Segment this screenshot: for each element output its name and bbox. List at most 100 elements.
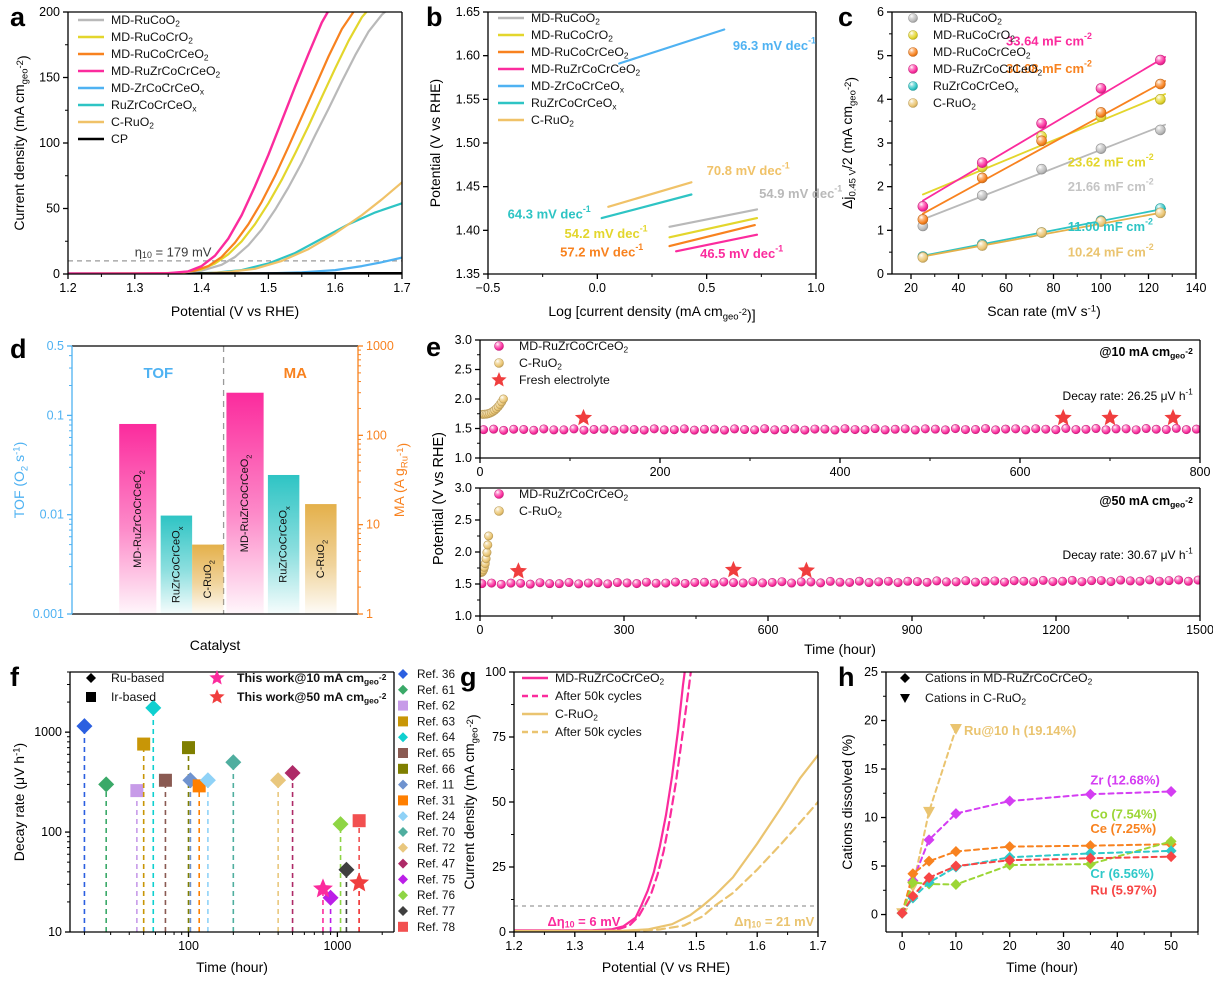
svg-text:400: 400 xyxy=(830,465,851,479)
chart-c-cdl: 20 40 60 80 100 120 140 Scan rate (mV s-1) 0 1 2 3 4… xyxy=(839,5,1206,319)
svg-text:Decay rate: 30.67 μV h-1: Decay rate: 30.67 μV h-1 xyxy=(1063,546,1194,562)
svg-text:40: 40 xyxy=(1110,939,1124,953)
svg-text:1000: 1000 xyxy=(366,339,394,353)
svg-text:TOF (O2 s-1): TOF (O2 s-1) xyxy=(11,442,31,519)
svg-text:1.3: 1.3 xyxy=(566,939,583,953)
svg-text:Δη10 = 6 mV: Δη10 = 6 mV xyxy=(547,914,620,930)
svg-text:5: 5 xyxy=(871,859,878,873)
svg-text:120: 120 xyxy=(1138,281,1159,295)
svg-text:MD-RuCoCrCeO2: MD-RuCoCrCeO2 xyxy=(933,45,1031,61)
chart-b-tafel: −0.5 0.0 0.5 1.0 Log [current density (mA cm… xyxy=(427,5,842,323)
svg-text:150: 150 xyxy=(39,71,60,85)
panel-a: a 1.2 1.3 1.4 1.5 1.6 1.7 Potential (V vs RHE)… xyxy=(8,4,418,328)
svg-text:30: 30 xyxy=(1057,939,1071,953)
chart-e-stability-50ma: 0 300 600 900 1200 1500 Time (hour) 1.0 1.5 2.0 2.… xyxy=(455,481,1213,657)
svg-text:Δη10 = 21 mV: Δη10 = 21 mV xyxy=(734,914,815,930)
svg-text:Time (hour): Time (hour) xyxy=(804,641,876,657)
svg-text:Cations dissolved (%): Cations dissolved (%) xyxy=(839,734,855,869)
svg-text:0: 0 xyxy=(477,465,484,479)
chart-g-cycling-lsv: 1.2 1.3 1.4 1.5 1.6 1.7 Potential (V vs RHE) 0 2… xyxy=(461,665,827,975)
svg-text:η10 = 179 mV: η10 = 179 mV xyxy=(135,244,212,260)
panel-b: b −0.5 0.0 0.5 1.0 Log [current density (mA … xyxy=(424,2,842,328)
svg-text:1.5: 1.5 xyxy=(455,577,472,591)
svg-text:23.62 mF cm-2: 23.62 mF cm-2 xyxy=(1068,152,1154,169)
svg-text:Ref. 63: Ref. 63 xyxy=(417,714,455,728)
svg-text:3.0: 3.0 xyxy=(455,333,472,347)
svg-text:Ref. 66: Ref. 66 xyxy=(417,762,455,776)
chart-h-dissolution: 0 10 20 30 40 50 Time (hour) 0 5 10 15 20 25 Cations … xyxy=(839,665,1199,975)
svg-text:46.5 mV dec-1: 46.5 mV dec-1 xyxy=(700,244,783,261)
panel-f: f 100 1000 Time (hour) 10 100 1000 Decay rate … xyxy=(8,664,508,982)
panel-d: d MD-RuZrCoCrCeO2 RuZrCoCrCeOx C-RuO2 MD-Ru… xyxy=(8,336,418,662)
panel-b-label: b xyxy=(426,2,443,32)
svg-text:MD-ZrCoCrCeOx: MD-ZrCoCrCeOx xyxy=(531,79,625,95)
svg-text:21.66 mF cm-2: 21.66 mF cm-2 xyxy=(1068,176,1154,193)
panel-h-label: h xyxy=(838,662,855,692)
svg-text:−0.5: −0.5 xyxy=(476,281,501,295)
svg-text:1200: 1200 xyxy=(1042,623,1070,637)
svg-text:100: 100 xyxy=(178,939,199,953)
svg-text:2.5: 2.5 xyxy=(455,363,472,377)
panel-a-label: a xyxy=(10,2,26,32)
svg-text:100: 100 xyxy=(366,428,387,442)
svg-text:1.65: 1.65 xyxy=(456,5,480,19)
svg-text:MD-RuZrCoCrCeO2: MD-RuZrCoCrCeO2 xyxy=(239,455,253,553)
svg-text:MD-RuCoCrO2: MD-RuCoCrO2 xyxy=(531,28,613,44)
panel-c: c 20 40 60 80 100 120 140 Scan rate (mV s-1) 0 1 2… xyxy=(836,4,1210,328)
svg-text:RuZrCoCrCeOx: RuZrCoCrCeOx xyxy=(278,506,292,583)
svg-text:200: 200 xyxy=(39,5,60,19)
svg-text:70.8 mV dec-1: 70.8 mV dec-1 xyxy=(707,161,790,178)
svg-text:MD-RuCoCrCeO2: MD-RuCoCrCeO2 xyxy=(531,45,629,61)
svg-text:Current density (mA cmgeo-2): Current density (mA cmgeo-2) xyxy=(461,714,481,889)
svg-text:Catalyst: Catalyst xyxy=(190,637,241,653)
panel-e: e Potential (V vs RHE) 0 200 400 600 800 1.0 1… xyxy=(424,333,1213,664)
svg-text:Potential (V vs RHE): Potential (V vs RHE) xyxy=(427,79,443,207)
svg-text:RuZrCoCrCeOx: RuZrCoCrCeOx xyxy=(933,79,1019,95)
svg-text:100: 100 xyxy=(41,825,62,839)
svg-text:80: 80 xyxy=(1047,281,1061,295)
svg-text:200: 200 xyxy=(650,465,671,479)
svg-text:1.55: 1.55 xyxy=(456,92,480,106)
svg-text:Ir-based: Ir-based xyxy=(111,690,156,704)
svg-text:1.5: 1.5 xyxy=(260,281,277,295)
svg-text:Ru-based: Ru-based xyxy=(111,671,164,685)
svg-text:RuZrCoCrCeOx: RuZrCoCrCeOx xyxy=(170,526,184,603)
svg-text:25: 25 xyxy=(864,665,878,679)
svg-text:C-RuO2: C-RuO2 xyxy=(519,356,562,372)
svg-text:31.08 mF cm-2: 31.08 mF cm-2 xyxy=(1006,58,1092,75)
svg-text:1.40: 1.40 xyxy=(456,223,480,237)
svg-text:Potential (V vs RHE): Potential (V vs RHE) xyxy=(602,959,730,975)
svg-text:1.35: 1.35 xyxy=(456,267,480,281)
svg-text:Δj0.45 V/2 (mA cmgeo-2): Δj0.45 V/2 (mA cmgeo-2) xyxy=(839,77,859,209)
svg-text:1.5: 1.5 xyxy=(455,422,472,436)
svg-text:Ref. 77: Ref. 77 xyxy=(417,904,455,918)
svg-text:57.2 mV dec-1: 57.2 mV dec-1 xyxy=(560,242,643,259)
svg-text:This work@50 mA cmgeo-2: This work@50 mA cmgeo-2 xyxy=(237,690,387,706)
svg-text:Decay rate (μV h-1): Decay rate (μV h-1) xyxy=(11,743,27,861)
svg-text:Ru (5.97%): Ru (5.97%) xyxy=(1090,882,1156,897)
svg-text:1.2: 1.2 xyxy=(59,281,76,295)
svg-text:Ref. 47: Ref. 47 xyxy=(417,857,455,871)
svg-text:MD-RuZrCoCrCeO2: MD-RuZrCoCrCeO2 xyxy=(555,671,665,687)
svg-text:Zr (12.68%): Zr (12.68%) xyxy=(1090,772,1159,787)
svg-text:Cr (6.56%): Cr (6.56%) xyxy=(1090,865,1154,880)
svg-text:2.0: 2.0 xyxy=(455,545,472,559)
svg-text:Ref. 36: Ref. 36 xyxy=(417,667,455,681)
svg-text:Cations in MD-RuZrCoCrCeO2: Cations in MD-RuZrCoCrCeO2 xyxy=(925,671,1093,687)
svg-text:600: 600 xyxy=(758,623,779,637)
svg-text:5: 5 xyxy=(877,49,884,63)
svg-text:MD-RuCoCrO2: MD-RuCoCrO2 xyxy=(933,28,1015,44)
svg-text:1.2: 1.2 xyxy=(505,939,522,953)
svg-text:C-RuO2: C-RuO2 xyxy=(531,113,574,129)
svg-text:6: 6 xyxy=(877,5,884,19)
svg-text:1.4: 1.4 xyxy=(193,281,210,295)
svg-text:Ref. 70: Ref. 70 xyxy=(417,825,455,839)
svg-text:1.7: 1.7 xyxy=(393,281,410,295)
svg-text:Log [current density (mA cmgeo: Log [current density (mA cmgeo-2)] xyxy=(548,303,755,323)
panel-c-label: c xyxy=(838,2,854,32)
panel-d-label: d xyxy=(10,334,27,364)
svg-text:RuZrCoCrCeOx: RuZrCoCrCeOx xyxy=(531,96,617,112)
svg-text:800: 800 xyxy=(1190,465,1211,479)
svg-text:54.2 mV dec-1: 54.2 mV dec-1 xyxy=(565,223,648,240)
